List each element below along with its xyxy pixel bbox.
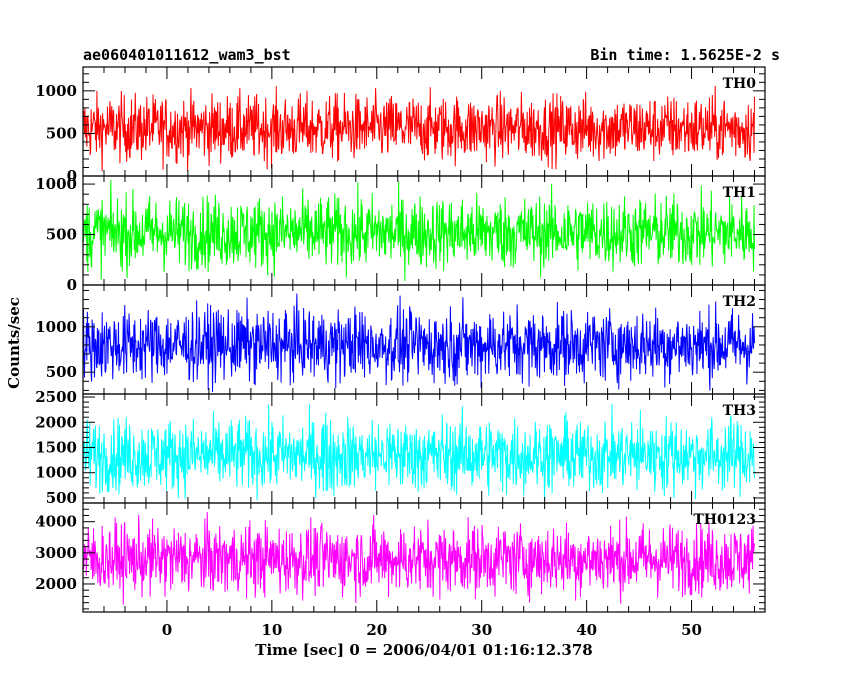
series-th2 bbox=[83, 293, 756, 392]
y-tick-label: 500 bbox=[46, 226, 77, 244]
panel-th1: 0 500 1000 TH1 bbox=[35, 175, 766, 294]
series-th0 bbox=[83, 85, 756, 172]
chart-title: ae060401011612_wam3_bst bbox=[83, 46, 291, 64]
panel-label-th0: TH0 bbox=[723, 76, 757, 92]
y-tick-label: 500 bbox=[46, 363, 77, 381]
panel-th2: 500 1000 TH2 bbox=[35, 284, 766, 395]
panel-frame bbox=[82, 502, 766, 613]
x-tick-label: 10 bbox=[261, 621, 282, 639]
series-th1 bbox=[83, 180, 756, 282]
panel-label-th0123: TH0123 bbox=[693, 512, 756, 528]
y-tick-label: 0 bbox=[67, 167, 77, 185]
y-tick-label: 2000 bbox=[35, 413, 77, 431]
series-th3 bbox=[83, 403, 756, 501]
y-tick-label: 500 bbox=[46, 124, 77, 142]
y-tick-label: 1000 bbox=[35, 318, 77, 336]
x-tick-label: 20 bbox=[366, 621, 387, 639]
x-axis-label: Time [sec] 0 = 2006/04/01 01:16:12.378 bbox=[255, 641, 592, 659]
panel-th3: 500 1000 1500 2000 2500 TH3 bbox=[35, 388, 766, 507]
y-tick-label: 500 bbox=[46, 489, 77, 507]
y-tick-label: 1000 bbox=[35, 82, 77, 100]
y-tick-label: 2500 bbox=[35, 388, 77, 406]
y-tick-label: 1000 bbox=[35, 464, 77, 482]
y-tick-label: 2000 bbox=[35, 575, 77, 593]
y-tick-label: 1000 bbox=[35, 175, 77, 193]
y-tick-label: 4000 bbox=[35, 513, 77, 531]
y-tick-label: 3000 bbox=[35, 544, 77, 562]
panel-th0123: 2000 3000 4000 TH0123 bbox=[35, 502, 766, 613]
x-tick-label: 40 bbox=[576, 621, 597, 639]
panel-label-th3: TH3 bbox=[723, 403, 756, 419]
x-tick-label: 50 bbox=[681, 621, 702, 639]
series-th0123 bbox=[83, 511, 756, 605]
x-tick-label: 0 bbox=[162, 621, 172, 639]
panel-label-th2: TH2 bbox=[723, 294, 756, 310]
y-axis-label: Counts/sec bbox=[5, 297, 23, 389]
y-tick-label: 1500 bbox=[35, 438, 77, 456]
panel-label-th1: TH1 bbox=[723, 185, 756, 201]
y-tick-label: 0 bbox=[67, 276, 77, 294]
bin-time-label: Bin time: 1.5625E-2 s bbox=[590, 46, 780, 64]
panel-th0: 0 500 1000 TH0 bbox=[35, 66, 766, 185]
x-tick-label: 30 bbox=[471, 621, 492, 639]
